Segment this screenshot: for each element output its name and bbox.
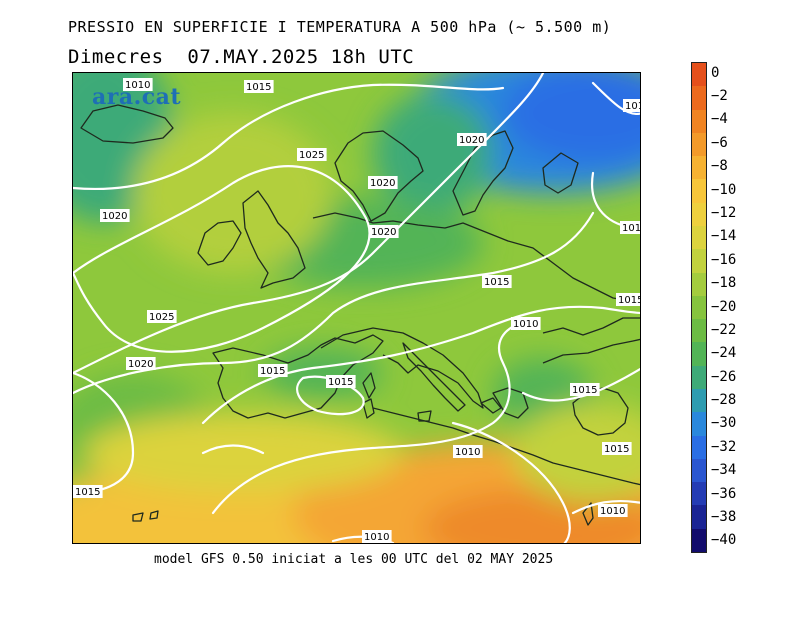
colorbar-label: −34	[711, 462, 737, 479]
colorbar-label: −30	[711, 415, 737, 432]
isobar-label-bg	[570, 383, 600, 396]
isobar-label: 1015	[572, 385, 597, 396]
colorbar-swatch	[692, 86, 706, 110]
temperature-field	[73, 73, 640, 543]
colorbar-swatch	[692, 319, 706, 343]
colorbar-swatch	[692, 249, 706, 273]
isobar-label: 1010	[364, 532, 389, 543]
isobar-label: 1020	[371, 227, 396, 238]
isobar-label-bg	[147, 310, 177, 323]
colorbar-swatch	[692, 458, 706, 483]
colorbar-swatch	[692, 482, 706, 506]
colorbar-label: −40	[711, 532, 737, 549]
isobar-label-bg	[369, 225, 399, 238]
map-canvas: 1010 1015 1025 1020 1020 1020 1020 1010 1025 1015…	[73, 73, 641, 543]
isobar-label: 1025	[299, 150, 324, 161]
colorbar-swatch	[692, 132, 706, 157]
isobar-label: 1015	[260, 366, 285, 377]
colorbar-label: −28	[711, 392, 737, 409]
colorbar-label: −38	[711, 508, 737, 525]
colorbar-swatch	[692, 365, 706, 389]
isobar-label: 1020	[459, 135, 484, 146]
isobar-label-bg	[623, 99, 640, 112]
colorbar-label: −24	[711, 345, 737, 362]
isobar-label: 1020	[370, 178, 395, 189]
isobar-label: 1010	[622, 223, 641, 234]
coastlines	[80, 104, 640, 526]
isobar-label: 1010	[455, 447, 480, 458]
isobar-label-bg	[616, 293, 640, 306]
isobar-label: 1015	[246, 82, 271, 93]
isobar-label-bg	[482, 275, 512, 288]
colorbar-label: −4	[711, 111, 728, 128]
isobar-label: 1015	[618, 295, 641, 306]
colorbar-swatch	[692, 272, 706, 296]
isobar-label-bg	[326, 375, 356, 388]
isobar-label: 101	[625, 101, 641, 112]
colorbar-label: −22	[711, 321, 737, 338]
isobar-label: 1020	[128, 359, 153, 370]
colorbar-swatch	[692, 156, 706, 180]
colorbar-label: −16	[711, 251, 737, 268]
isobar-label: 1010	[513, 319, 538, 330]
colorbar-swatch	[692, 435, 706, 459]
isobar-label-bg	[368, 176, 398, 189]
isobar-label-bg	[598, 504, 628, 517]
isobar-label-bg	[123, 78, 153, 91]
colorbar-label: −26	[711, 368, 737, 385]
colorbar-swatch	[692, 342, 706, 366]
colorbar-label: 0	[711, 64, 720, 81]
isobar-label-bg	[620, 221, 640, 234]
colorbar-label: −10	[711, 181, 737, 198]
isobar-label: 1010	[600, 506, 625, 517]
isobar-label-bg	[511, 317, 541, 330]
map-title: PRESSIO EN SUPERFICIE I TEMPERATURA A 50…	[68, 18, 612, 36]
isobar-label: 1015	[75, 487, 100, 498]
isobar-label: 1020	[102, 211, 127, 222]
colorbar-swatch	[692, 505, 706, 529]
weather-map: 1010 1015 1025 1020 1020 1020 1020 1010 1025 1015…	[72, 72, 641, 544]
isobar-label-bg	[126, 357, 156, 370]
forecast-date: Dimecres 07.MAY.2025 18h UTC	[68, 46, 415, 68]
colorbar-label: −36	[711, 485, 737, 502]
isobar-label-bg	[244, 80, 274, 93]
colorbar-swatch	[692, 412, 706, 436]
isobar-label-bg	[362, 530, 392, 543]
model-caption: model GFS 0.50 iniciat a les 00 UTC del …	[154, 552, 554, 567]
isobar-label: 1025	[149, 312, 174, 323]
colorbar-label: −8	[711, 158, 728, 175]
colorbar-label: −32	[711, 438, 737, 455]
colorbar-swatch	[692, 225, 706, 250]
colorbar-swatch	[692, 109, 706, 133]
isobar-label-bg	[258, 364, 288, 377]
colorbar-label: −6	[711, 134, 728, 151]
colorbar-label: −12	[711, 204, 737, 221]
isobar-label: 1015	[328, 377, 353, 388]
isobar-label: 1015	[604, 444, 629, 455]
isobar-label-bg	[297, 148, 327, 161]
isobar-label: 1010	[125, 80, 150, 91]
colorbar-label: −14	[711, 228, 737, 245]
colorbar-swatch	[692, 202, 706, 226]
isobar-label-bg	[453, 445, 483, 458]
colorbar-label: −18	[711, 275, 737, 292]
isobar-label-bg	[73, 485, 103, 498]
colorbar-swatch	[692, 528, 706, 552]
isobar-label-bg	[602, 442, 632, 455]
colorbar-swatch	[692, 388, 706, 413]
colorbar-swatch	[692, 295, 706, 320]
colorbar-swatch	[692, 179, 706, 203]
isobar-label-bg	[100, 209, 130, 222]
colorbar-label: −20	[711, 298, 737, 315]
ara-cat-logo: ara.cat	[92, 84, 182, 110]
colorbar-swatch	[692, 63, 706, 87]
colorbar-label: −2	[711, 88, 728, 105]
temperature-colorbar	[691, 62, 707, 553]
isobar-label-bg	[457, 133, 487, 146]
isobar-labels: 1010 1015 1025 1020 1020 1020 1020 1010 1025 1015…	[73, 78, 641, 543]
isobar-label: 1015	[484, 277, 509, 288]
